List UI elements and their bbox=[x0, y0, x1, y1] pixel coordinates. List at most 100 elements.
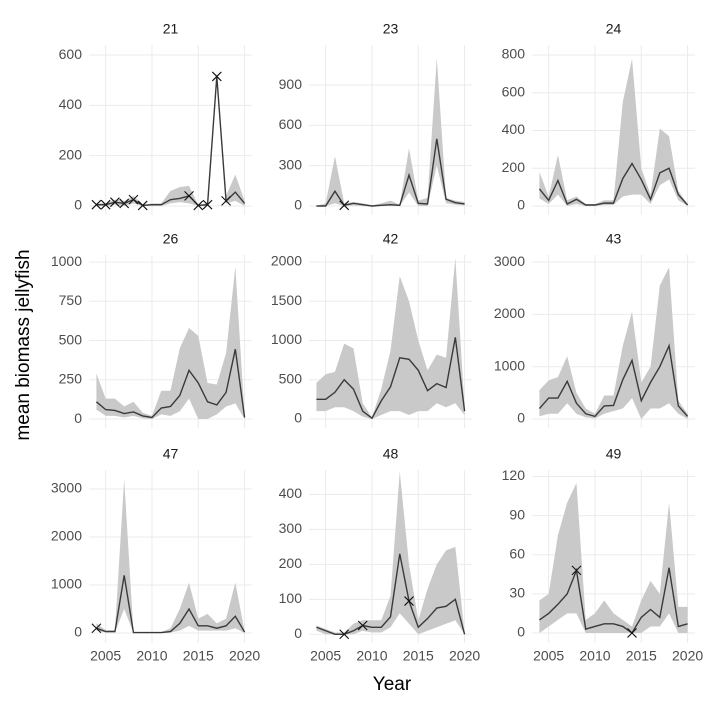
y-tick-label: 1000 bbox=[51, 576, 82, 592]
y-tick-label: 1000 bbox=[494, 357, 525, 373]
y-tick-label: 750 bbox=[59, 292, 83, 308]
y-tick-label: 500 bbox=[279, 370, 303, 386]
y-tick-label: 600 bbox=[502, 83, 526, 99]
point-marker bbox=[91, 623, 102, 634]
y-tick-label: 400 bbox=[59, 96, 83, 112]
confidence-band bbox=[539, 58, 688, 206]
y-tick-label: 200 bbox=[279, 555, 303, 571]
point-marker bbox=[211, 71, 222, 82]
point-marker bbox=[119, 198, 130, 209]
y-tick-label: 1000 bbox=[51, 253, 82, 269]
mean-line bbox=[539, 567, 688, 634]
y-tick-label: 0 bbox=[517, 624, 525, 640]
confidence-band bbox=[96, 479, 245, 634]
x-tick-label: 2005 bbox=[533, 648, 564, 664]
y-tick-label: 0 bbox=[74, 624, 82, 640]
y-tick-label: 3000 bbox=[51, 480, 82, 496]
panel-title: 42 bbox=[383, 231, 399, 247]
y-tick-label: 400 bbox=[279, 485, 303, 501]
point-marker bbox=[128, 194, 139, 205]
y-tick-label: 800 bbox=[502, 46, 526, 62]
confidence-band bbox=[539, 483, 688, 633]
y-tick-label: 300 bbox=[279, 520, 303, 536]
y-tick-label: 1000 bbox=[271, 331, 302, 347]
x-tick-label: 2010 bbox=[136, 648, 167, 664]
point-marker bbox=[137, 200, 148, 211]
confidence-band bbox=[316, 471, 465, 635]
point-marker bbox=[100, 199, 111, 210]
confidence-band bbox=[316, 58, 465, 206]
y-tick-label: 200 bbox=[502, 159, 526, 175]
y-tick-label: 1500 bbox=[271, 292, 302, 308]
y-tick-label: 200 bbox=[59, 146, 83, 162]
point-marker bbox=[404, 596, 414, 606]
y-tick-label: 0 bbox=[74, 197, 82, 213]
y-tick-label: 3000 bbox=[494, 253, 525, 269]
y-tick-label: 0 bbox=[294, 625, 302, 641]
x-axis-title: Year bbox=[373, 674, 412, 695]
mean-line bbox=[538, 343, 689, 418]
point-marker bbox=[221, 196, 231, 206]
point-marker bbox=[357, 620, 368, 631]
x-tick-label: 2015 bbox=[403, 648, 434, 664]
x-tick-label: 2020 bbox=[229, 648, 260, 664]
point-marker bbox=[202, 199, 213, 210]
x-tick-label: 2005 bbox=[310, 648, 341, 664]
y-tick-label: 600 bbox=[279, 116, 303, 132]
mean-line bbox=[316, 138, 465, 207]
confidence-band bbox=[96, 72, 245, 206]
y-tick-label: 900 bbox=[279, 76, 303, 92]
point-marker bbox=[91, 199, 102, 210]
y-tick-label: 500 bbox=[59, 331, 83, 347]
confidence-band bbox=[316, 258, 465, 419]
y-tick-label: 30 bbox=[509, 585, 525, 601]
x-tick-label: 2020 bbox=[672, 648, 703, 664]
y-tick-label: 0 bbox=[294, 410, 302, 426]
point-marker bbox=[110, 197, 120, 208]
y-tick-label: 0 bbox=[294, 197, 302, 213]
y-axis-title: mean biomass jellyfish bbox=[13, 249, 34, 440]
y-tick-label: 0 bbox=[74, 410, 82, 426]
panel-title: 26 bbox=[163, 231, 179, 247]
point-marker bbox=[339, 629, 350, 640]
point-marker bbox=[193, 200, 204, 211]
y-tick-label: 100 bbox=[279, 590, 303, 606]
point-marker bbox=[184, 190, 194, 201]
x-tick-label: 2015 bbox=[626, 648, 657, 664]
y-tick-label: 0 bbox=[517, 410, 525, 426]
panel-title: 49 bbox=[606, 446, 622, 462]
y-tick-label: 0 bbox=[517, 197, 525, 213]
panel-title: 24 bbox=[606, 21, 622, 37]
panel-title: 47 bbox=[163, 446, 179, 462]
y-tick-label: 400 bbox=[502, 121, 526, 137]
panel-title: 48 bbox=[383, 446, 399, 462]
y-tick-label: 250 bbox=[59, 371, 83, 387]
y-tick-label: 2000 bbox=[271, 253, 302, 269]
panel-title: 23 bbox=[383, 21, 399, 37]
point-marker bbox=[571, 565, 582, 576]
y-tick-label: 90 bbox=[509, 506, 525, 522]
y-tick-label: 600 bbox=[59, 46, 83, 62]
y-tick-label: 120 bbox=[502, 467, 526, 483]
x-tick-label: 2010 bbox=[356, 648, 387, 664]
point-marker bbox=[627, 628, 637, 638]
mean-line bbox=[96, 575, 246, 634]
mean-line bbox=[96, 76, 246, 207]
y-tick-label: 300 bbox=[279, 156, 303, 172]
confidence-band bbox=[539, 267, 688, 420]
point-marker bbox=[339, 200, 350, 211]
confidence-band bbox=[96, 266, 245, 420]
mean-line bbox=[95, 349, 246, 419]
y-tick-label: 2000 bbox=[51, 528, 82, 544]
panel-title: 21 bbox=[163, 21, 179, 37]
y-tick-label: 2000 bbox=[494, 305, 525, 321]
y-tick-label: 60 bbox=[509, 545, 525, 561]
x-tick-label: 2020 bbox=[449, 648, 480, 664]
x-tick-label: 2005 bbox=[90, 648, 121, 664]
x-tick-label: 2015 bbox=[183, 648, 214, 664]
mean-line bbox=[316, 337, 466, 420]
mean-line bbox=[316, 553, 466, 635]
panel-title: 43 bbox=[606, 231, 622, 247]
mean-line bbox=[538, 162, 689, 206]
